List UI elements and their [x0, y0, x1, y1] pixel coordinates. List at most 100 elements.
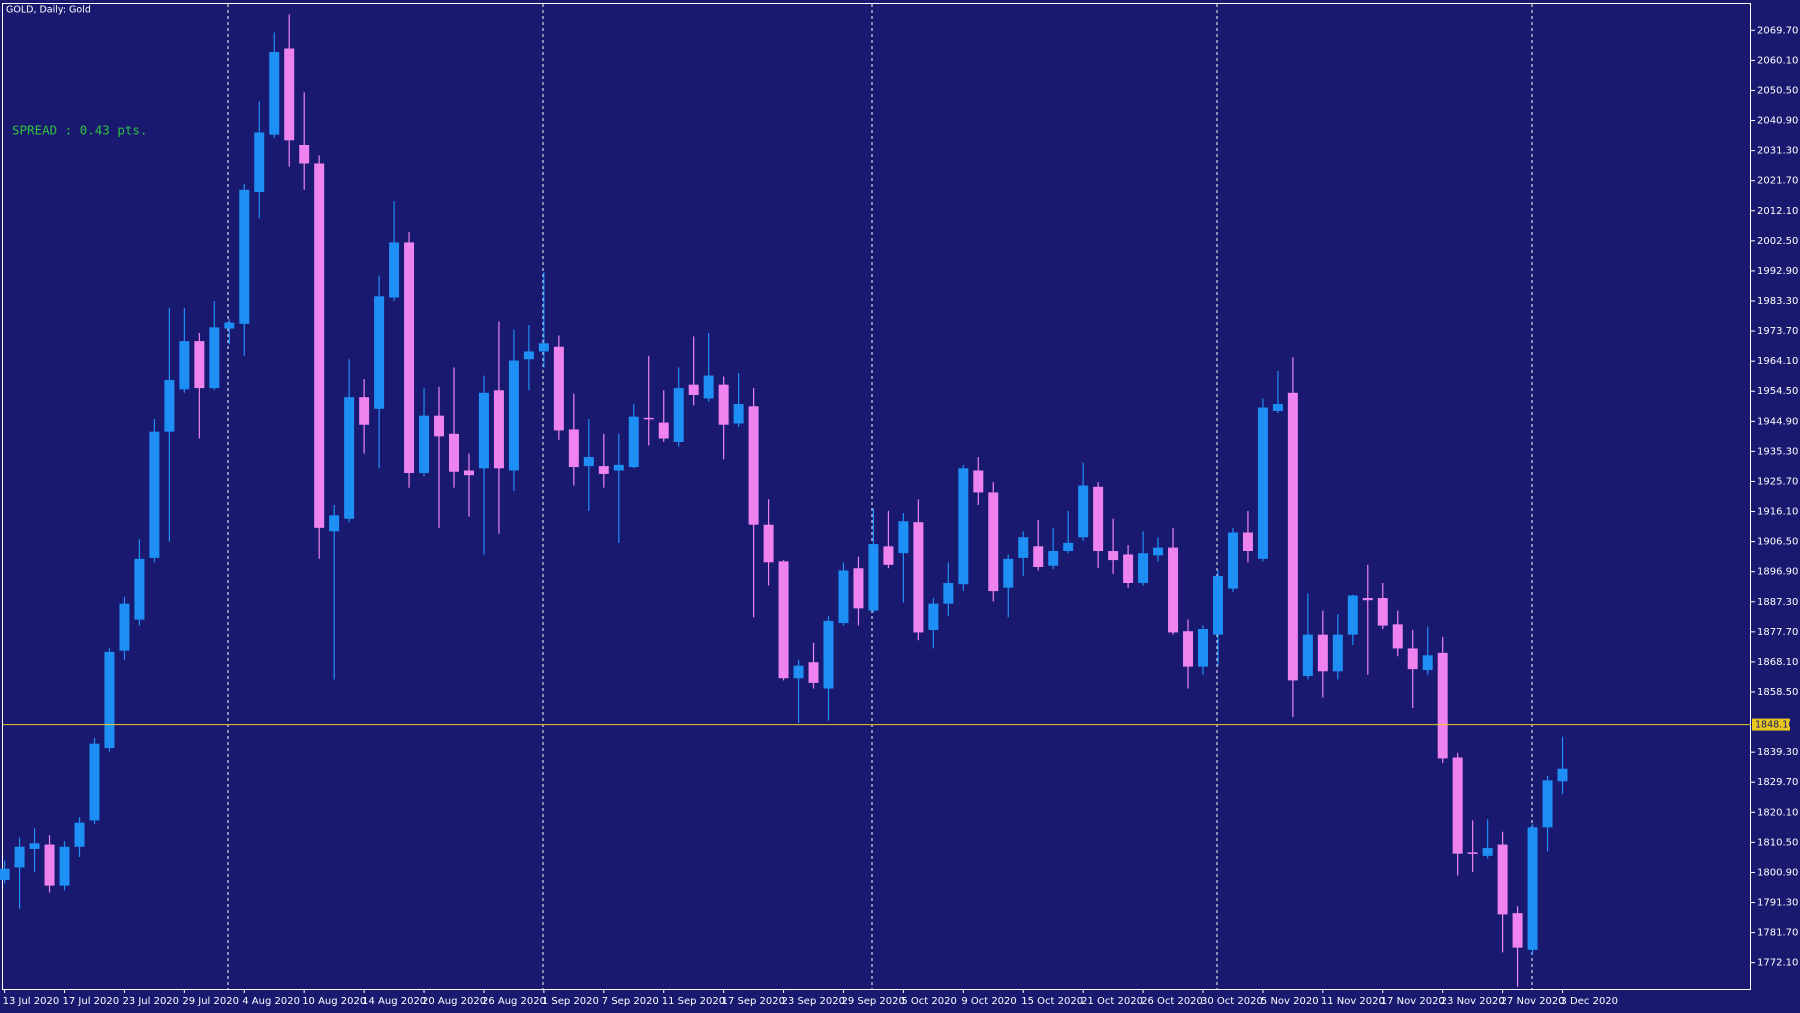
- candle-body: [883, 546, 894, 565]
- candle-body: [59, 846, 70, 886]
- candle-body: [1183, 631, 1194, 667]
- candle-body: [583, 457, 594, 467]
- candle-body: [119, 603, 130, 651]
- y-tick-label: 2040.90: [1757, 116, 1798, 127]
- y-tick-label: 2060.10: [1757, 55, 1798, 66]
- candle-body: [1078, 485, 1089, 538]
- y-tick-label: 1983.30: [1757, 296, 1798, 307]
- y-tick-label: 1954.50: [1757, 386, 1798, 397]
- y-tick-label: 1781.70: [1757, 928, 1798, 939]
- candle-body: [1033, 546, 1044, 567]
- y-tick-label: 1992.90: [1757, 266, 1798, 277]
- bid-label: 1848.10: [1755, 720, 1794, 731]
- candle-body: [1332, 634, 1343, 672]
- candle-body: [823, 620, 834, 689]
- candle-body: [1542, 780, 1553, 828]
- candle-body: [1198, 629, 1208, 667]
- x-tick-label: 27 Nov 2020: [1501, 996, 1565, 1007]
- candle-body: [718, 384, 729, 425]
- candle-body: [898, 521, 909, 554]
- y-tick-label: 1887.30: [1757, 597, 1798, 608]
- x-tick-label: 4 Aug 2020: [242, 996, 300, 1007]
- y-tick-label: 2069.70: [1757, 25, 1798, 36]
- x-tick-label: 21 Oct 2020: [1081, 996, 1143, 1007]
- x-tick-label: 11 Sep 2020: [662, 996, 725, 1007]
- candle-body: [838, 570, 849, 624]
- candle-body: [0, 868, 10, 880]
- candle-body: [508, 360, 519, 471]
- candle-body: [104, 651, 115, 749]
- x-tick-label: 11 Nov 2020: [1321, 996, 1385, 1007]
- candle-body: [703, 375, 714, 399]
- candle-body: [913, 522, 924, 633]
- y-tick-label: 1896.90: [1757, 567, 1798, 578]
- candle-body: [1467, 852, 1478, 854]
- candle-body: [598, 466, 609, 474]
- candle-body: [493, 390, 504, 469]
- candle-body: [1347, 595, 1358, 635]
- x-tick-label: 26 Oct 2020: [1141, 996, 1203, 1007]
- x-tick-label: 20 Aug 2020: [422, 996, 486, 1007]
- x-tick-label: 15 Oct 2020: [1021, 996, 1083, 1007]
- candle-body: [643, 417, 654, 420]
- candle-body: [1138, 553, 1149, 583]
- candle-body: [284, 48, 295, 141]
- candle-body: [733, 404, 744, 424]
- candle-body: [1063, 542, 1074, 552]
- bid-label-box: [1752, 718, 1790, 731]
- y-tick-label: 1935.30: [1757, 446, 1798, 457]
- candle-body: [344, 397, 355, 519]
- candle-body: [1482, 848, 1493, 856]
- candle-body: [463, 470, 474, 476]
- candle-body: [1377, 598, 1388, 626]
- y-tick-label: 2012.10: [1757, 206, 1798, 217]
- y-tick-label: 2050.50: [1757, 85, 1798, 96]
- candle-body: [958, 468, 969, 585]
- candle-body: [329, 515, 340, 532]
- y-tick-label: 1877.70: [1757, 627, 1798, 638]
- candle-body: [404, 242, 415, 474]
- candle-body: [1527, 827, 1538, 950]
- candle-body: [74, 822, 85, 847]
- candle-body: [434, 415, 445, 437]
- candle-body: [14, 846, 25, 868]
- y-tick-label: 1944.90: [1757, 416, 1798, 427]
- y-tick-label: 1925.70: [1757, 476, 1798, 487]
- candle-body: [389, 242, 400, 298]
- y-tick-label: 1810.50: [1757, 837, 1798, 848]
- x-tick-label: 9 Oct 2020: [961, 996, 1016, 1007]
- candle-body: [538, 343, 549, 352]
- y-tick-label: 1829.70: [1757, 777, 1798, 788]
- y-tick-label: 1916.10: [1757, 507, 1798, 518]
- y-tick-label: 1820.10: [1757, 807, 1798, 818]
- candle-body: [419, 415, 430, 474]
- candle-body: [973, 470, 984, 493]
- candle-body: [868, 544, 879, 611]
- candle-body: [209, 327, 220, 389]
- plot-frame: [2, 3, 1751, 990]
- candle-body: [928, 603, 939, 630]
- candle-body: [1257, 407, 1268, 559]
- candle-body: [239, 189, 250, 324]
- x-tick-label: 29 Jul 2020: [182, 996, 239, 1007]
- candle-body: [1422, 655, 1433, 671]
- candle-body: [628, 416, 639, 468]
- candle-body: [853, 568, 864, 609]
- candle-body: [1018, 537, 1029, 558]
- candle-body: [1512, 913, 1523, 948]
- candle-body: [1437, 652, 1448, 759]
- x-tick-label: 1 Sep 2020: [542, 996, 599, 1007]
- candle-body: [943, 582, 954, 604]
- candle-body: [224, 322, 235, 329]
- candle-body: [1093, 486, 1104, 552]
- candle-body: [314, 163, 325, 528]
- candle-body: [374, 296, 385, 409]
- candle-body: [1362, 598, 1373, 601]
- x-tick-label: 26 Aug 2020: [482, 996, 546, 1007]
- x-tick-label: 17 Nov 2020: [1381, 996, 1445, 1007]
- candle-body: [1168, 547, 1179, 633]
- candle-body: [134, 558, 145, 620]
- candle-body: [673, 388, 684, 442]
- candle-body: [269, 51, 280, 135]
- x-tick-label: 5 Nov 2020: [1261, 996, 1319, 1007]
